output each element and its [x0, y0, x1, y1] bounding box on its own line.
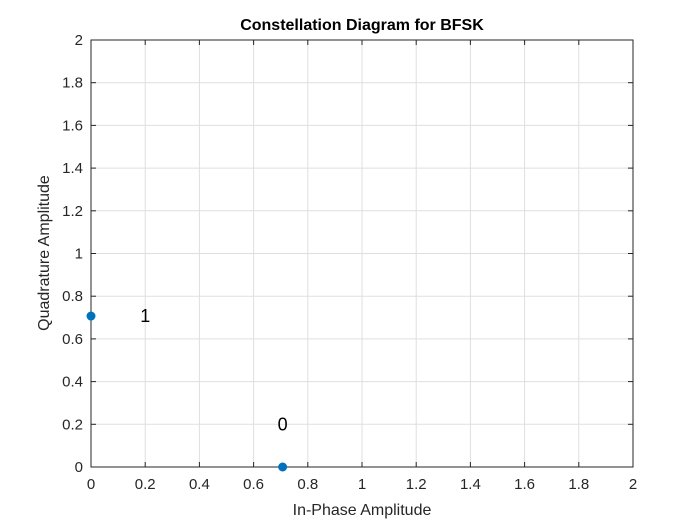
- y-tick-label: 0.4: [62, 374, 83, 391]
- y-axis-label: Quadrature Amplitude: [36, 175, 53, 331]
- x-tick-label: 1.8: [568, 476, 589, 493]
- data-point: [278, 462, 288, 472]
- x-axis-label: In-Phase Amplitude: [293, 502, 432, 519]
- y-tick-label: 0.8: [62, 288, 83, 305]
- axis-ticks: 0 0.2 0.4 0.6 0.8 1 1.2 1.4 1.6 1.8 2 0 0.2 0.4 0.6 0.8…: [62, 32, 637, 493]
- y-tick-label: 1.4: [62, 160, 83, 177]
- x-tick-label: 0.8: [297, 476, 318, 493]
- x-tick-label: 0.4: [189, 476, 210, 493]
- x-tick-label: 0.6: [243, 476, 264, 493]
- annotations: 01: [140, 306, 287, 434]
- x-tick-label: 2: [629, 476, 637, 493]
- y-tick-label: 0.2: [62, 416, 83, 433]
- y-tick-label: 0: [75, 459, 83, 476]
- x-tick-label: 0: [87, 476, 95, 493]
- point-annotation: 1: [140, 306, 150, 326]
- data-point: [86, 311, 96, 321]
- data-points: [86, 311, 288, 472]
- grid: [91, 40, 633, 467]
- y-tick-label: 0.6: [62, 331, 83, 348]
- chart-title: Constellation Diagram for BFSK: [240, 17, 484, 34]
- point-annotation: 0: [278, 414, 288, 434]
- x-tick-label: 1: [358, 476, 366, 493]
- y-tick-label: 1.2: [62, 203, 83, 220]
- x-tick-label: 1.6: [514, 476, 535, 493]
- y-tick-label: 1: [75, 246, 83, 263]
- y-tick-label: 1.6: [62, 117, 83, 134]
- x-tick-label: 0.2: [135, 476, 156, 493]
- y-tick-label: 1.8: [62, 75, 83, 92]
- y-tick-label: 2: [75, 32, 83, 49]
- x-tick-label: 1.4: [460, 476, 481, 493]
- x-tick-label: 1.2: [406, 476, 427, 493]
